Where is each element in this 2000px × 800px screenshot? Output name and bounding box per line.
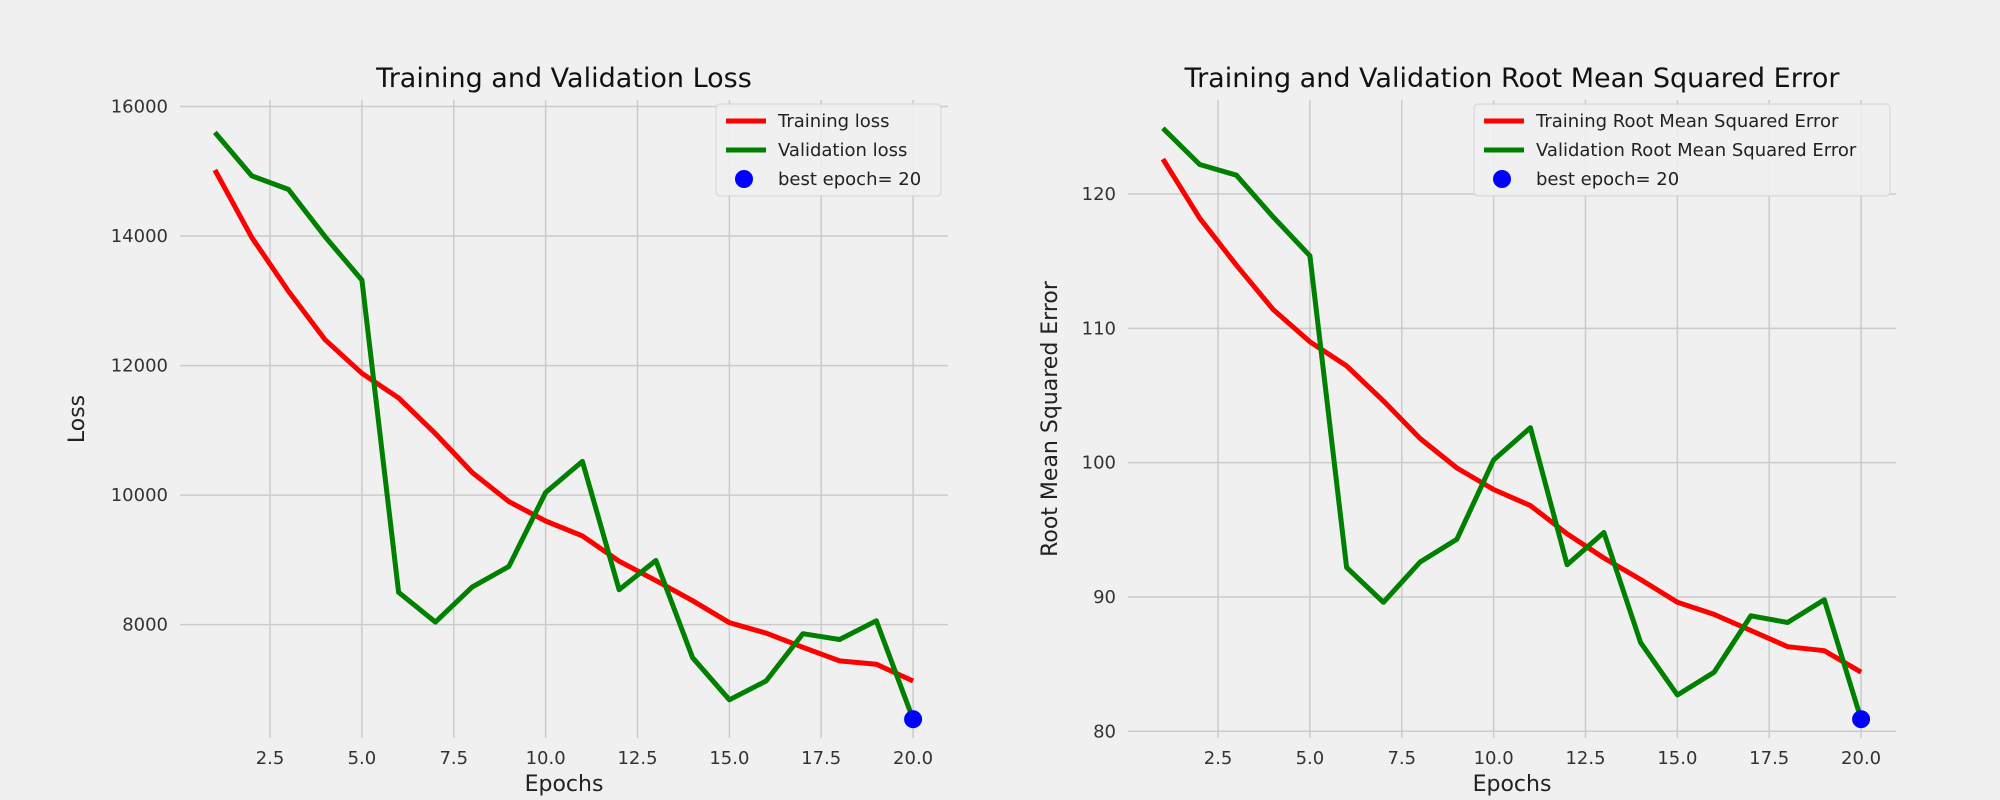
x-tick-label: 10.0 (1474, 748, 1514, 769)
y-tick-label: 8000 (122, 615, 168, 636)
chart-panel-2: 2.5 5.0 7.5 10.0 12.5 15.0 17.5 20.0 80 90 100 110 1… (1038, 63, 1896, 797)
y-tick-label: 14000 (111, 226, 168, 247)
y-tick-label: 12000 (111, 356, 168, 377)
legend: Training Root Mean Squared Error Validati… (1473, 103, 1891, 197)
legend-label: best epoch= 20 (778, 169, 921, 190)
y-tick-label: 100 (1082, 453, 1116, 474)
x-tick-label: 15.0 (709, 748, 749, 769)
y-tick-label: 10000 (111, 485, 168, 506)
chart-title: Training and Validation Loss (375, 63, 752, 94)
series-line-validation (1161, 126, 1864, 720)
chart-title: Training and Validation Root Mean Square… (1184, 63, 1841, 94)
y-tick-label: 80 (1093, 721, 1116, 742)
x-tick-label: 2.5 (1204, 748, 1233, 769)
legend-box (715, 103, 942, 197)
x-tick-label: 7.5 (439, 748, 468, 769)
x-tick-label: 10.0 (526, 748, 566, 769)
legend-label: Training Root Mean Squared Error (1535, 111, 1839, 132)
x-tick-label: 5.0 (348, 748, 377, 769)
x-tick-label: 7.5 (1387, 748, 1416, 769)
y-tick-label: 110 (1082, 318, 1116, 339)
y-axis-label: Loss (65, 395, 90, 443)
x-tick-label: 15.0 (1657, 748, 1697, 769)
x-tick-label: 17.5 (801, 748, 841, 769)
x-tick-label: 2.5 (256, 748, 285, 769)
y-tick-label: 16000 (111, 96, 168, 117)
legend-label: Validation loss (778, 140, 907, 161)
x-tick-label: 12.5 (1565, 748, 1605, 769)
series-line-training (212, 168, 915, 684)
x-axis-label: Epochs (525, 772, 604, 797)
legend-box (1473, 103, 1891, 197)
x-tick-label: 17.5 (1749, 748, 1789, 769)
y-tick-label: 90 (1093, 587, 1116, 608)
x-tick-label: 5.0 (1296, 748, 1325, 769)
y-axis-label: Root Mean Squared Error (1038, 280, 1063, 557)
legend-label: Validation Root Mean Squared Error (1536, 140, 1857, 161)
legend-swatch-best-epoch (1493, 170, 1511, 188)
legend-swatch-best-epoch (735, 170, 753, 188)
best-epoch-point (1852, 710, 1871, 729)
x-tick-label: 20.0 (1841, 748, 1881, 769)
series-line-validation (212, 130, 916, 721)
series-line-training (1160, 157, 1863, 675)
best-epoch-point (904, 710, 923, 729)
y-tick-label: 120 (1082, 184, 1116, 205)
x-tick-label: 20.0 (893, 748, 933, 769)
chart-panel-1: 2.5 5.0 7.5 10.0 12.5 15.0 17.5 20.0 8000 10000 12… (65, 63, 948, 797)
legend: Training loss Validation loss best epoch= … (715, 103, 942, 197)
x-axis-label: Epochs (1473, 772, 1552, 797)
legend-label: best epoch= 20 (1536, 169, 1679, 190)
legend-label: Training loss (777, 111, 890, 132)
x-tick-label: 12.5 (617, 748, 657, 769)
